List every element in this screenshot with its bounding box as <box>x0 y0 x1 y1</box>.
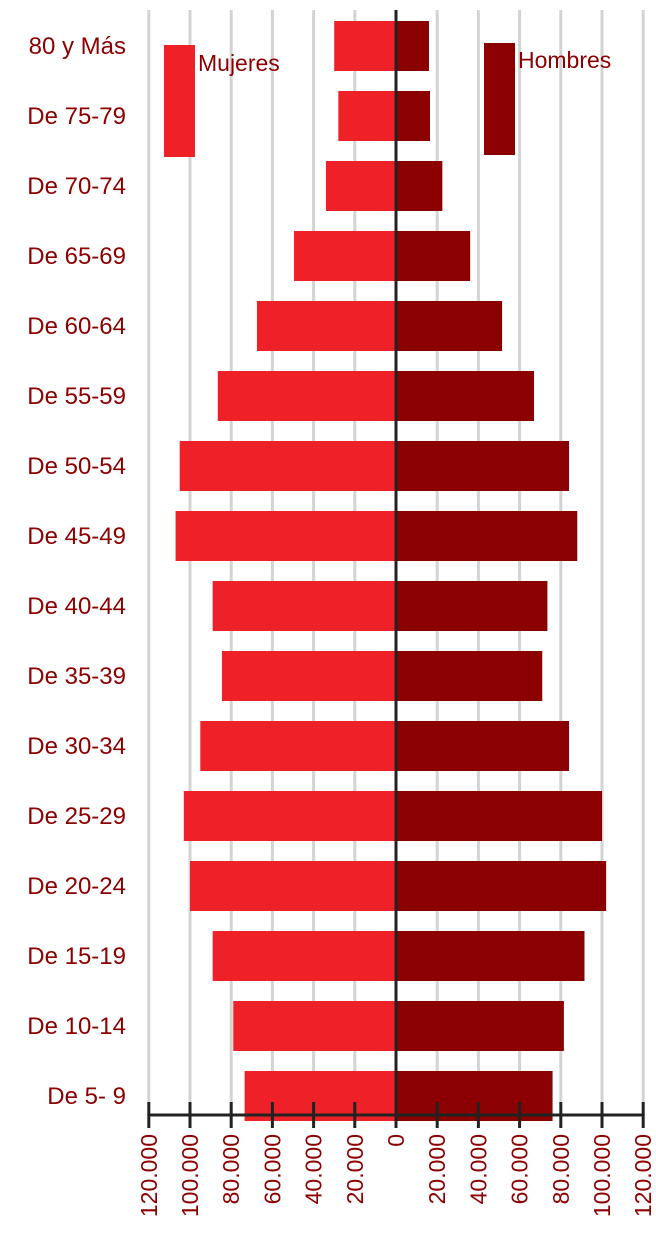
bar-mujeres <box>200 721 396 771</box>
bar-mujeres <box>190 861 396 911</box>
bar-hombres <box>396 931 585 981</box>
category-label: De 25-29 <box>27 803 126 830</box>
bar-hombres <box>396 161 443 211</box>
bar-mujeres <box>233 1001 396 1051</box>
bar-hombres <box>396 21 429 71</box>
bar-hombres <box>396 301 503 351</box>
x-tick-label: 20.000 <box>424 1134 450 1204</box>
x-tick-label: 80.000 <box>218 1134 244 1204</box>
bar-mujeres <box>179 441 396 491</box>
x-tick-label: 40.000 <box>465 1134 491 1204</box>
bar-mujeres <box>217 371 396 421</box>
category-label: De 40-44 <box>27 593 126 620</box>
bar-hombres <box>396 721 570 771</box>
bar-mujeres <box>183 791 396 841</box>
bar-mujeres <box>325 161 396 211</box>
bar-hombres <box>396 1001 564 1051</box>
x-tick-label: 120.000 <box>136 1134 162 1217</box>
category-label: De 60-64 <box>27 313 126 340</box>
bar-hombres <box>396 651 543 701</box>
legend-hombres-swatch <box>484 43 515 155</box>
category-labels: 80 y Más De 75-79 De 70-74 De 65-69 De 60-64… <box>27 33 126 1110</box>
axis-layer <box>147 10 645 1128</box>
bar-mujeres <box>175 511 396 561</box>
x-tick-label: 120.000 <box>630 1134 656 1217</box>
category-label: De 20-24 <box>27 873 126 900</box>
bar-hombres <box>396 371 535 421</box>
bar-mujeres <box>334 21 396 71</box>
bar-mujeres <box>338 91 396 141</box>
x-tick-label: 60.000 <box>259 1134 285 1204</box>
category-label: De 65-69 <box>27 243 126 270</box>
bar-hombres <box>396 1071 553 1121</box>
bar-mujeres <box>244 1071 396 1121</box>
category-label: De 35-39 <box>27 663 126 690</box>
x-tick-label: 40.000 <box>301 1134 327 1204</box>
category-label: De 55-59 <box>27 383 126 410</box>
bar-mujeres <box>256 301 396 351</box>
bar-hombres <box>396 861 607 911</box>
category-label: De 75-79 <box>27 103 126 130</box>
bar-hombres <box>396 91 430 141</box>
category-label: De 70-74 <box>27 173 126 200</box>
x-tick-label: 60.000 <box>507 1134 533 1204</box>
x-tick-label: 80.000 <box>548 1134 574 1204</box>
legend-hombres-label: Hombres <box>518 47 611 73</box>
bar-hombres <box>396 231 471 281</box>
legend-mujeres-swatch <box>164 45 195 157</box>
category-label: De 30-34 <box>27 733 126 760</box>
category-label: De 50-54 <box>27 453 126 480</box>
category-label: 80 y Más <box>29 33 126 60</box>
category-label: De 5- 9 <box>47 1083 126 1110</box>
bars-layer <box>175 21 607 1121</box>
legend-mujeres-label: Mujeres <box>198 50 280 76</box>
category-label: De 10-14 <box>27 1013 126 1040</box>
bar-hombres <box>396 791 602 841</box>
legend: Mujeres Hombres <box>164 43 611 157</box>
bar-hombres <box>396 511 578 561</box>
x-tick-label: 100.000 <box>177 1134 203 1217</box>
bar-hombres <box>396 441 570 491</box>
tick-labels: 120.000 100.000 80.000 60.000 40.000 20.000 0 2… <box>136 1134 656 1217</box>
bar-mujeres <box>212 581 396 631</box>
category-label: De 15-19 <box>27 943 126 970</box>
bar-mujeres <box>221 651 396 701</box>
x-tick-label: 0 <box>383 1134 409 1147</box>
bar-mujeres <box>294 231 396 281</box>
bar-mujeres <box>212 931 396 981</box>
category-label: De 45-49 <box>27 523 126 550</box>
x-tick-label: 100.000 <box>589 1134 615 1217</box>
x-tick-label: 20.000 <box>342 1134 368 1204</box>
bar-hombres <box>396 581 548 631</box>
